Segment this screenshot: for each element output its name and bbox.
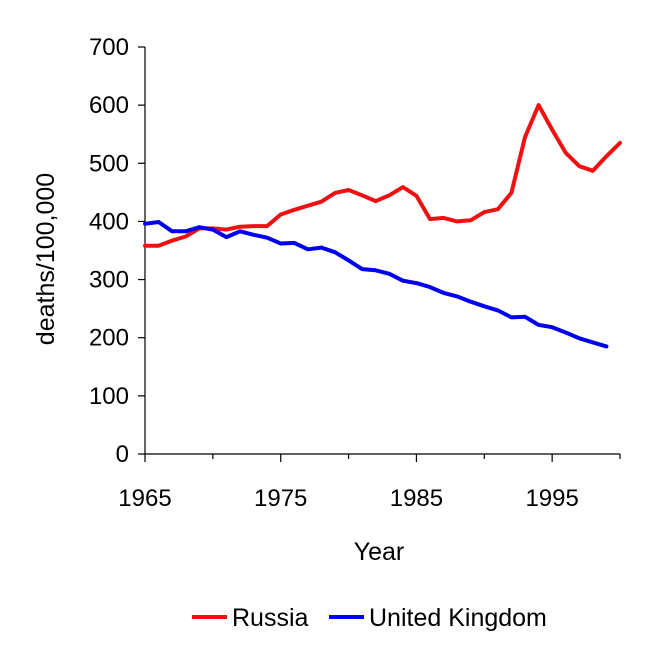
y-tick-label: 400 xyxy=(89,208,129,235)
legend-label: Russia xyxy=(232,604,309,632)
series-line-russia xyxy=(143,103,622,248)
legend-label: United Kingdom xyxy=(369,604,547,632)
y-tick-label: 500 xyxy=(89,150,129,177)
x-tick-label: 1985 xyxy=(390,485,443,512)
series-layer xyxy=(143,103,622,349)
legend: Russia United Kingdom xyxy=(192,604,547,632)
series-line-united-kingdom xyxy=(143,220,609,349)
y-tick-label: 700 xyxy=(89,34,129,61)
x-axis-title: Year xyxy=(354,538,405,566)
y-axis: 0 100 200 300 400 500 600 700 xyxy=(89,34,146,468)
y-tick-label: 0 xyxy=(116,441,129,468)
y-tick-label: 300 xyxy=(89,267,129,294)
x-tick-label: 1995 xyxy=(525,485,578,512)
y-tick-label: 200 xyxy=(89,325,129,352)
y-tick-label: 600 xyxy=(89,92,129,119)
x-tick-label: 1965 xyxy=(118,485,171,512)
x-axis: 1965 1975 1985 1995 xyxy=(118,453,621,512)
x-tick-label: 1975 xyxy=(254,485,307,512)
y-axis-title: deaths/100,000 xyxy=(32,173,60,345)
y-tick-label: 100 xyxy=(89,383,129,410)
